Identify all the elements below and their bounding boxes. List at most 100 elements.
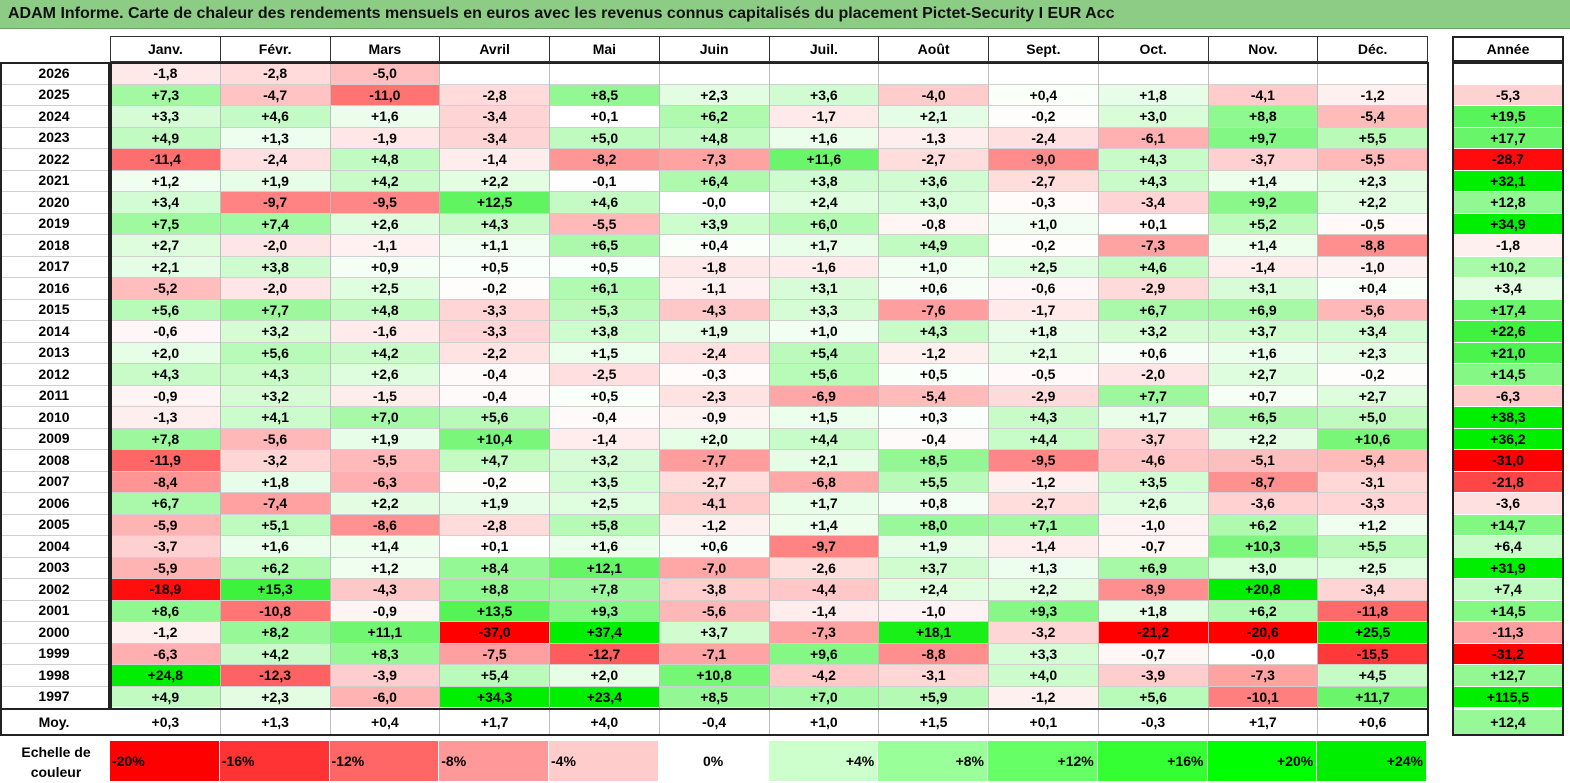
heatmap-cell: -21,2 (1098, 622, 1208, 643)
year-label: 2007 (38, 473, 70, 490)
heatmap-cell: +1,8 (1098, 600, 1208, 621)
heatmap-cell: +0,5 (879, 364, 988, 385)
heatmap-cell: -1,0 (1098, 514, 1208, 535)
heatmap-cell: +5,5 (1318, 127, 1427, 148)
heatmap-cell: +10,3 (1208, 536, 1318, 557)
annual-cell (1453, 63, 1563, 84)
year-label: 2011 (38, 387, 70, 404)
heatmap-cell: +5,5 (879, 471, 988, 492)
heatmap-cell: +4,5 (1318, 665, 1427, 686)
heatmap-cell: -0,5 (989, 364, 1098, 385)
heatmap-cell: -1,6 (769, 256, 879, 277)
heatmap-cell: -0,4 (440, 364, 549, 385)
row-divider (0, 535, 1427, 536)
heatmap-cell: +24,8 (111, 665, 220, 686)
heatmap-cell: +5,6 (440, 407, 549, 428)
heatmap-cell: -2,2 (440, 342, 549, 363)
year-label: 2020 (38, 193, 70, 210)
heatmap-cell: +5,4 (769, 342, 879, 363)
annual-cell: +10,2 (1453, 256, 1563, 277)
heatmap-cell: +3,0 (1098, 106, 1208, 127)
heatmap-cell: +1,6 (550, 536, 659, 557)
heatmap-cell: -4,1 (659, 493, 769, 514)
heatmap-cell: +3,2 (220, 321, 330, 342)
heatmap-cell: +2,2 (1318, 192, 1427, 213)
annual-cell: -3,6 (1453, 493, 1563, 514)
average-cell: -0,4 (702, 714, 727, 730)
heatmap-cell: +3,5 (550, 471, 659, 492)
annual-cell: -21,8 (1453, 471, 1563, 492)
heatmap-cell: +6,9 (1208, 299, 1318, 320)
year-label: 2015 (38, 301, 70, 318)
heatmap-cell: -0,2 (440, 278, 549, 299)
heatmap-cell: +2,4 (879, 579, 988, 600)
heatmap-cell: -1,4 (769, 600, 879, 621)
annual-cell: -11,3 (1453, 622, 1563, 643)
color-scale-swatch: -4% (549, 741, 659, 781)
annual-cell: +31,9 (1453, 557, 1563, 578)
year-label: 2003 (38, 559, 70, 576)
heatmap-cell: -7,1 (659, 643, 769, 664)
heatmap-cell: +6,2 (1208, 600, 1318, 621)
heatmap-cell: +9,3 (989, 600, 1098, 621)
heatmap-cell: +0,1 (440, 536, 549, 557)
column-divider (768, 62, 770, 735)
heatmap-cell: -1,7 (989, 299, 1098, 320)
heatmap-cell: -0,0 (1208, 643, 1318, 664)
heatmap-cell: -0,1 (550, 170, 659, 191)
average-cell: +0,6 (1358, 714, 1387, 730)
heatmap-cell: +8,2 (220, 622, 330, 643)
heatmap-cell: -3,6 (1208, 493, 1318, 514)
annual-cell: +38,3 (1453, 407, 1563, 428)
heatmap-cell: +1,6 (769, 127, 879, 148)
annual-cell: +17,7 (1453, 127, 1563, 148)
heatmap-cell (769, 63, 879, 84)
heatmap-cell: +23,4 (550, 686, 659, 707)
heatmap-cell: +2,6 (330, 364, 440, 385)
year-label: 2009 (38, 430, 70, 447)
average-cell: +1,3 (261, 714, 289, 730)
heatmap-cell: +4,8 (330, 149, 440, 170)
heatmap-cell: +1,0 (769, 321, 879, 342)
heatmap-cell: -1,3 (111, 407, 220, 428)
heatmap-cell: +2,5 (550, 493, 659, 514)
heatmap-cell: +0,5 (550, 256, 659, 277)
heatmap-cell: +4,6 (1098, 256, 1208, 277)
heatmap-cell: +2,5 (989, 256, 1098, 277)
heatmap-cell: +4,3 (1098, 170, 1208, 191)
heatmap-cell: +3,3 (989, 643, 1098, 664)
year-label: 1999 (38, 645, 70, 662)
heatmap-cell: +2,6 (330, 213, 440, 234)
heatmap-cell: -2,4 (659, 342, 769, 363)
heatmap-cell: +12,5 (440, 192, 549, 213)
annual-cell: -5,3 (1453, 84, 1563, 105)
heatmap-cell: -3,3 (1318, 493, 1427, 514)
heatmap-cell: +4,3 (111, 364, 220, 385)
heatmap-cell: +1,6 (220, 536, 330, 557)
heatmap-cell: -0,7 (1098, 643, 1208, 664)
annual-cell: +12,8 (1453, 192, 1563, 213)
heatmap-cell: +2,2 (989, 579, 1098, 600)
heatmap-cell: -0,4 (879, 428, 988, 449)
heatmap-cell: -2,0 (220, 235, 330, 256)
heatmap-cell: +0,8 (879, 493, 988, 514)
heatmap-cell: -8,2 (550, 149, 659, 170)
color-scale-label: Echelle de couleur (21, 744, 91, 780)
heatmap-cell: +0,6 (1098, 342, 1208, 363)
chart-title: ADAM Informe. Carte de chaleur des rende… (8, 5, 1115, 22)
heatmap-cell: -3,2 (989, 622, 1098, 643)
year-label: 2025 (38, 86, 70, 103)
year-total-header: Année (1452, 36, 1564, 62)
annual-cell: +7,4 (1453, 579, 1563, 600)
heatmap-cell: +9,7 (1208, 127, 1318, 148)
heatmap-cell: +8,8 (440, 579, 549, 600)
heatmap-cell: -2,8 (220, 63, 330, 84)
heatmap-cell: -1,0 (879, 600, 988, 621)
heatmap-cell: +7,3 (111, 84, 220, 105)
heatmap-cell: +3,3 (769, 299, 879, 320)
heatmap-cell: -5,9 (111, 514, 220, 535)
heatmap-cell: +4,7 (440, 450, 549, 471)
heatmap-cell: -5,4 (879, 385, 988, 406)
year-label: 2005 (38, 516, 70, 533)
heatmap-cell: -1,4 (989, 536, 1098, 557)
